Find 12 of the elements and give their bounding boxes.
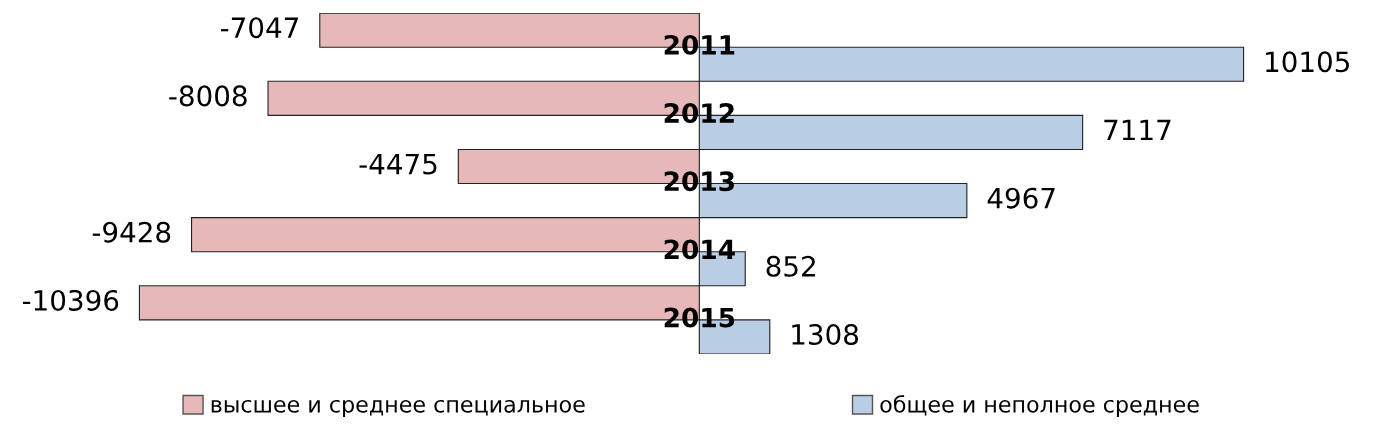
data-label: -8008 — [169, 85, 247, 107]
data-label: 7117 — [1104, 119, 1171, 141]
data-label: 4967 — [987, 187, 1055, 209]
legend-label: общее и неполное среднее — [880, 395, 1199, 417]
legend-label: высшее и среднее специальное — [211, 399, 585, 417]
data-label: -9428 — [92, 221, 171, 243]
data-label: -10396 — [22, 289, 119, 311]
data-label: -4475 — [359, 153, 437, 175]
data-label: 10105 — [1266, 51, 1349, 73]
data-label: 1308 — [792, 323, 859, 345]
data-label: -7047 — [220, 17, 298, 39]
data-label: 852 — [766, 255, 815, 277]
